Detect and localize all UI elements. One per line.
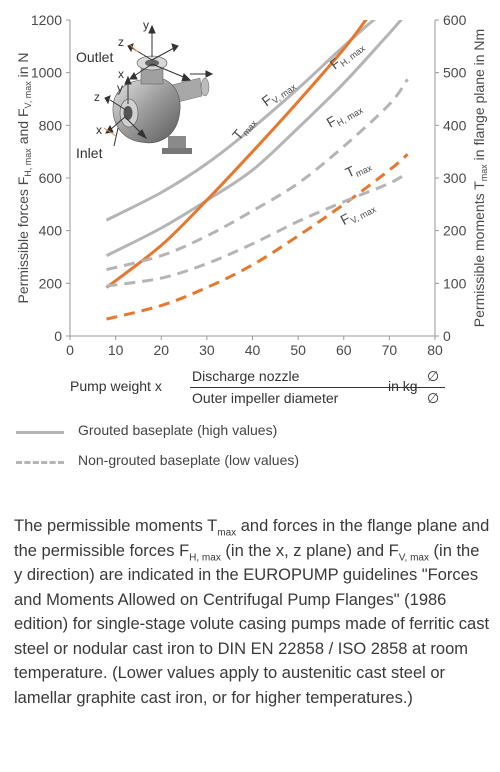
caption: The permissible moments Tmax and forces … xyxy=(14,514,490,710)
x-tick-label: 50 xyxy=(290,342,306,358)
caption-sub-3: V, max xyxy=(398,551,429,563)
x-axis-label: Pump weight x Discharge nozzle Outer imp… xyxy=(70,366,490,410)
curve-label-sub: max xyxy=(240,118,259,138)
caption-part-1: The permissible moments T xyxy=(14,517,218,535)
pump-axis-y-bottom: y xyxy=(117,81,123,95)
series-line-non-grouted-t-max xyxy=(106,153,409,321)
ylabel-right-main: Permissible moments T xyxy=(471,181,487,327)
ylabel-right-end: in flange plane in Nm xyxy=(471,29,487,164)
pump-body-icon xyxy=(112,55,210,154)
y-axis-right-label: Permissible moments Tmax in flange plane… xyxy=(471,29,489,327)
x-ticks: 0 10 20 30 40 50 60 70 80 xyxy=(66,336,443,358)
pump-axis-z-top: z xyxy=(118,35,124,49)
legend-non-grouted-label: Non-grouted baseplate (low values) xyxy=(78,452,300,468)
ylabel-right-sub: max xyxy=(479,164,489,182)
x-label-prefix: Pump weight x xyxy=(70,378,162,394)
pump-outlet-label: Outlet xyxy=(76,49,113,65)
y-axis-left-label: Permissible forces FH, max and FV, max i… xyxy=(15,52,33,303)
y-left-tick-label: 400 xyxy=(39,223,63,239)
y-right-tick-label: 200 xyxy=(443,223,467,239)
x-tick-label: 70 xyxy=(382,342,398,358)
caption-part-2: and forces in the flange plane and the p… xyxy=(14,517,490,560)
y-left-tick-label: 1200 xyxy=(31,12,62,28)
curve-label-sub: H, max xyxy=(335,105,365,128)
y-left-tick-label: 600 xyxy=(39,170,63,186)
series-line-grouted-f-V-max xyxy=(105,20,377,222)
x-tick-label: 40 xyxy=(245,342,261,358)
curve-label: FH, max xyxy=(324,98,366,132)
x-label-fraction-bar xyxy=(190,387,445,388)
y-right-tick-label: 0 xyxy=(443,328,451,344)
ylabel-left-end: in N xyxy=(15,52,31,81)
legend-grouted-label: Grouted baseplate (high values) xyxy=(78,422,278,438)
series-layer xyxy=(105,20,409,321)
pump-illustration: Outlet Inlet y z x y z x xyxy=(76,18,214,161)
y-left-tick-label: 200 xyxy=(39,275,63,291)
curve-label-sub: V, max xyxy=(349,204,378,226)
y-left-tick-label: 1000 xyxy=(31,65,62,81)
legend-dashed-line xyxy=(16,461,64,464)
legend-item-grouted: Grouted baseplate (high values) xyxy=(16,422,476,442)
caption-sub-1: max xyxy=(217,527,237,539)
ylabel-left-main: Permissible forces F xyxy=(15,177,31,304)
y-right-tick-label: 400 xyxy=(443,117,467,133)
y-left-tick-label: 800 xyxy=(39,117,63,133)
series-line-grouted-f-H-max xyxy=(105,20,403,258)
diameter-symbol-top: ∅ xyxy=(427,368,440,384)
curve-label: Tmax xyxy=(229,113,260,145)
legend-solid-line xyxy=(16,431,64,434)
pump-axis-y-top: y xyxy=(143,18,149,32)
y-left-ticks: 0 200 400 600 800 1000 1200 xyxy=(31,12,70,344)
x-tick-label: 60 xyxy=(336,342,352,358)
x-tick-label: 0 xyxy=(66,342,74,358)
x-label-numerator: Discharge nozzle xyxy=(192,368,300,384)
ylabel-left-sub1: H, max xyxy=(23,148,33,177)
force-arrows-icon xyxy=(103,24,214,147)
caption-sub-2: H, max xyxy=(189,551,221,563)
x-tick-label: 30 xyxy=(199,342,215,358)
diameter-symbol-bottom: ∅ xyxy=(427,390,440,406)
x-label-denominator: Outer impeller diameter xyxy=(192,390,339,406)
series-line-non-grouted-f-H-max xyxy=(106,78,409,272)
y-right-tick-label: 500 xyxy=(443,65,467,81)
pump-axis-z-bottom: z xyxy=(94,90,100,104)
caption-part-3: (in the x, z plane) and F xyxy=(220,541,399,560)
ylabel-left-mid: and F xyxy=(15,108,31,148)
x-tick-label: 20 xyxy=(153,342,169,358)
y-right-tick-label: 600 xyxy=(443,12,467,28)
pump-axis-x-top: x xyxy=(118,67,124,81)
y-right-tick-label: 300 xyxy=(443,170,467,186)
ylabel-left-sub2: V, max xyxy=(23,81,33,109)
x-tick-label: 10 xyxy=(108,342,124,358)
caption-part-4: (in the y direction) are indicated in th… xyxy=(14,541,490,707)
curve-label-sub: max xyxy=(354,162,374,178)
x-tick-label: 80 xyxy=(427,342,443,358)
y-left-tick-label: 0 xyxy=(54,328,62,344)
pump-inlet-label: Inlet xyxy=(76,145,103,161)
series-line-non-grouted-f-V-max xyxy=(106,171,409,288)
legend-item-non-grouted: Non-grouted baseplate (low values) xyxy=(16,452,476,472)
y-right-ticks: 0 100 200 300 400 500 600 xyxy=(435,12,467,344)
y-right-tick-label: 100 xyxy=(443,275,467,291)
series-line-grouted-t-max xyxy=(105,20,368,289)
curve-label: Tmax xyxy=(343,155,374,182)
pump-axis-x-bottom: x xyxy=(96,123,102,137)
x-label-unit: in kg xyxy=(388,378,418,394)
